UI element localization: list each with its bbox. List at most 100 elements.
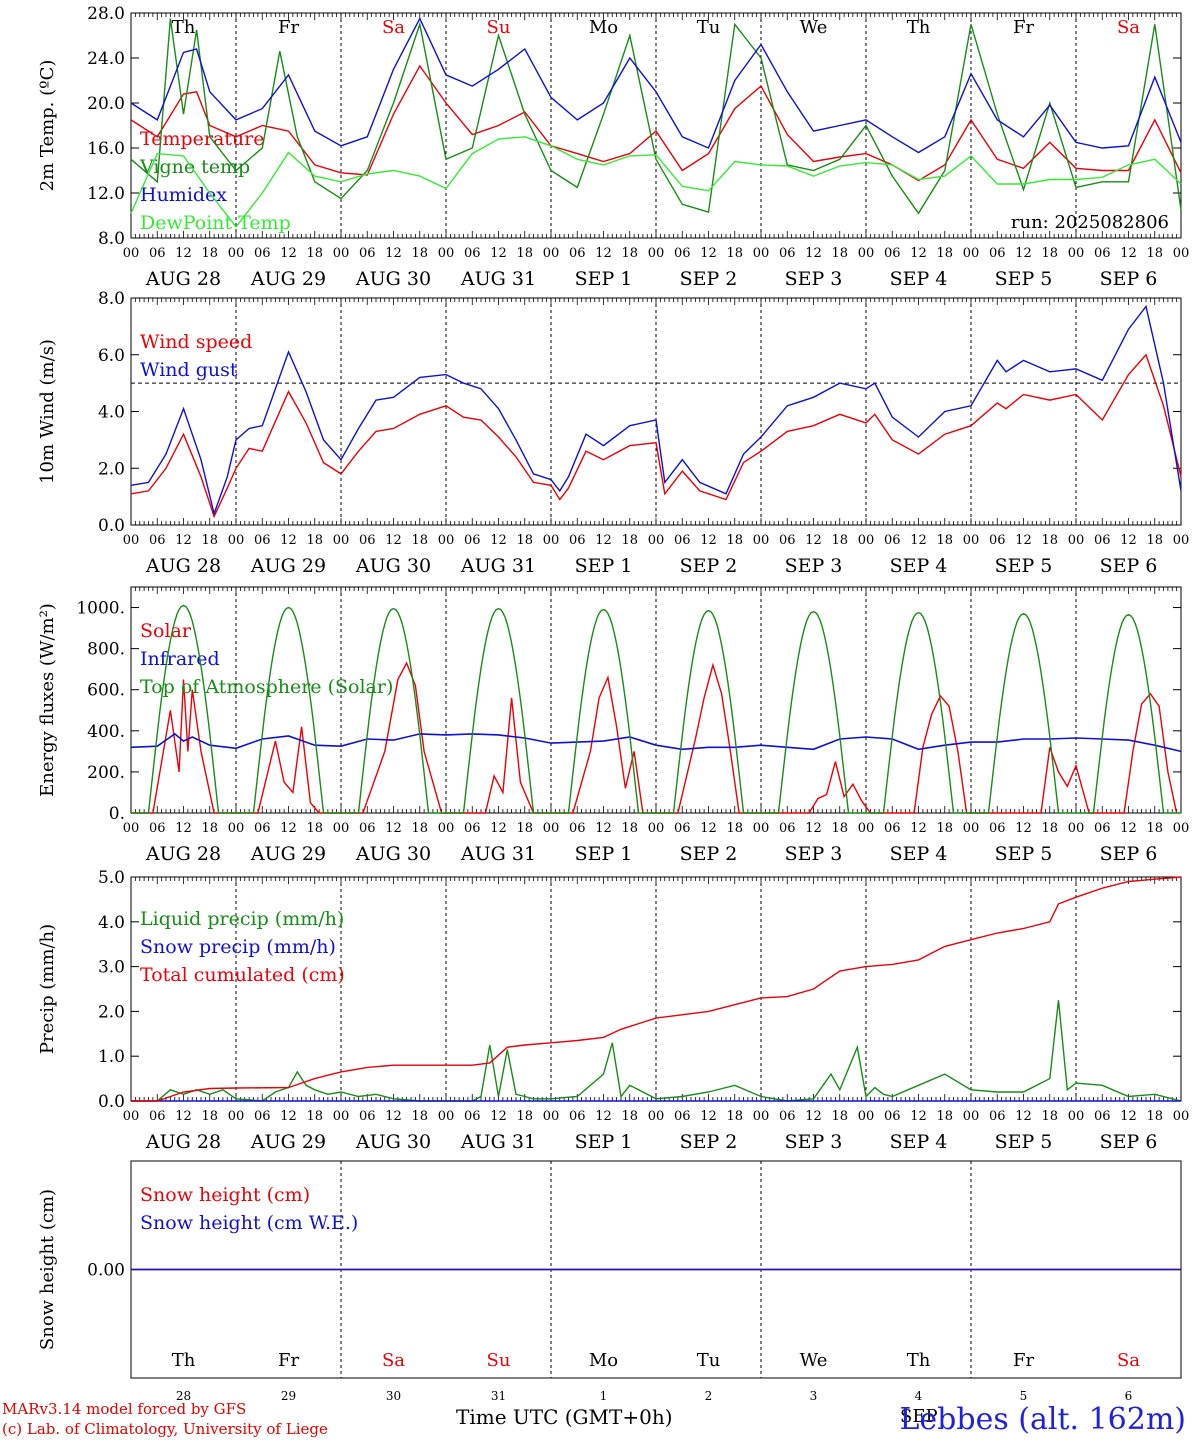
hour-label: 06	[779, 533, 796, 548]
hour-label: 18	[516, 821, 533, 836]
day-label: AUG 30	[355, 555, 431, 577]
y-tick-label: 12.0	[87, 184, 125, 204]
hour-label: 00	[438, 821, 455, 836]
hour-label: 06	[989, 533, 1006, 548]
legend-entry: Infrared	[140, 648, 220, 670]
hour-label: 12	[385, 533, 402, 548]
hour-label: 06	[1094, 821, 1111, 836]
day-label: SEP 5	[995, 1131, 1053, 1153]
day-label: SEP 4	[890, 555, 948, 577]
day-number: 5	[1020, 1389, 1028, 1403]
hour-label: 18	[411, 246, 428, 261]
hour-label: 00	[963, 246, 980, 261]
hour-label: 00	[648, 821, 665, 836]
weekday-label: Mo	[589, 1350, 618, 1371]
hour-label: 12	[1015, 1109, 1032, 1124]
weekday-label: We	[800, 1350, 828, 1371]
legend-entry: Vigne temp	[139, 156, 250, 178]
day-label: SEP 4	[890, 843, 948, 865]
series-line-2	[131, 604, 1181, 814]
series-line-0	[130, 353, 1182, 519]
day-label: SEP 4	[890, 268, 948, 290]
day-label: AUG 29	[250, 843, 326, 865]
series-line-1	[130, 732, 1182, 753]
y-tick-label: 4.0	[98, 913, 125, 933]
hour-label: 00	[963, 533, 980, 548]
hour-label: 06	[359, 821, 376, 836]
hour-label: 00	[543, 821, 560, 836]
hour-label: 00	[123, 821, 140, 836]
legend-entry: DewPoint Temp	[140, 212, 291, 234]
weekday-label: Mo	[589, 17, 618, 38]
hour-label: 00	[858, 1109, 875, 1124]
hour-label: 12	[700, 246, 717, 261]
day-label: SEP 2	[680, 843, 738, 865]
hour-label: 12	[280, 821, 297, 836]
y-tick-label: 16.0	[87, 139, 125, 159]
day-label: SEP 6	[1100, 268, 1158, 290]
hour-label: 00	[858, 533, 875, 548]
hour-label: 00	[1068, 1109, 1085, 1124]
y-tick-label: 200.	[87, 763, 125, 783]
hour-label: 18	[306, 821, 323, 836]
day-label: SEP 3	[785, 843, 843, 865]
y-tick-label: 800.	[87, 640, 125, 660]
hour-label: 00	[963, 821, 980, 836]
hour-label: 18	[621, 533, 638, 548]
hour-label: 18	[726, 246, 743, 261]
weekday-label: Sa	[1117, 17, 1140, 38]
y-axis-label: Precip (mm/h)	[37, 924, 58, 1054]
hour-label: 06	[254, 533, 271, 548]
hour-label: 06	[149, 533, 166, 548]
hour-label: 00	[333, 533, 350, 548]
hour-label: 12	[1120, 533, 1137, 548]
series-line-1	[130, 18, 1182, 215]
hour-label: 12	[805, 246, 822, 261]
hour-label: 06	[674, 246, 691, 261]
series-line-0	[130, 64, 1182, 182]
y-tick-label: 8.0	[98, 229, 125, 249]
hour-label: 18	[621, 246, 638, 261]
y-tick-label: 2.0	[98, 459, 125, 479]
hour-label: 12	[490, 246, 507, 261]
hour-label: 12	[910, 1109, 927, 1124]
hour-label: 12	[280, 533, 297, 548]
hour-label: 06	[884, 1109, 901, 1124]
hour-label: 18	[936, 1109, 953, 1124]
hour-label: 12	[805, 821, 822, 836]
day-number: 30	[386, 1389, 401, 1403]
legend-entry: Snow precip (mm/h)	[140, 936, 336, 958]
hour-label: 18	[726, 821, 743, 836]
hour-label: 18	[621, 821, 638, 836]
hour-label: 12	[490, 1109, 507, 1124]
day-label: AUG 29	[250, 268, 326, 290]
hour-label: 18	[831, 1109, 848, 1124]
day-label: SEP 3	[785, 1131, 843, 1153]
hour-label: 12	[1120, 821, 1137, 836]
hour-label: 12	[700, 533, 717, 548]
hour-label: 06	[254, 246, 271, 261]
hour-label: 00	[543, 1109, 560, 1124]
hour-label: 12	[805, 1109, 822, 1124]
hour-label: 06	[779, 246, 796, 261]
hour-label: 12	[1120, 246, 1137, 261]
day-number: 1	[600, 1389, 608, 1403]
hour-label: 18	[516, 1109, 533, 1124]
legend-entry: Solar	[140, 620, 192, 642]
hour-label: 18	[516, 533, 533, 548]
day-number: 3	[810, 1389, 818, 1403]
y-tick-label: 6.0	[98, 346, 125, 366]
hour-label: 06	[1094, 1109, 1111, 1124]
hour-label: 18	[936, 821, 953, 836]
weekday-label: Sa	[1117, 1350, 1140, 1371]
panel-snow: 0.00 Snow height (cm) Th 28 Fr 29 Sa 30 Su 31 Mo 1 T…	[37, 1160, 1182, 1427]
hour-label: 06	[359, 1109, 376, 1124]
day-label: SEP 1	[575, 555, 633, 577]
day-label: AUG 30	[355, 1131, 431, 1153]
hour-label: 18	[516, 246, 533, 261]
hour-label: 06	[1094, 533, 1111, 548]
series-line-2	[131, 876, 1182, 1102]
day-label: SEP 5	[995, 555, 1053, 577]
hour-label: 12	[385, 821, 402, 836]
day-number: 28	[176, 1389, 191, 1403]
